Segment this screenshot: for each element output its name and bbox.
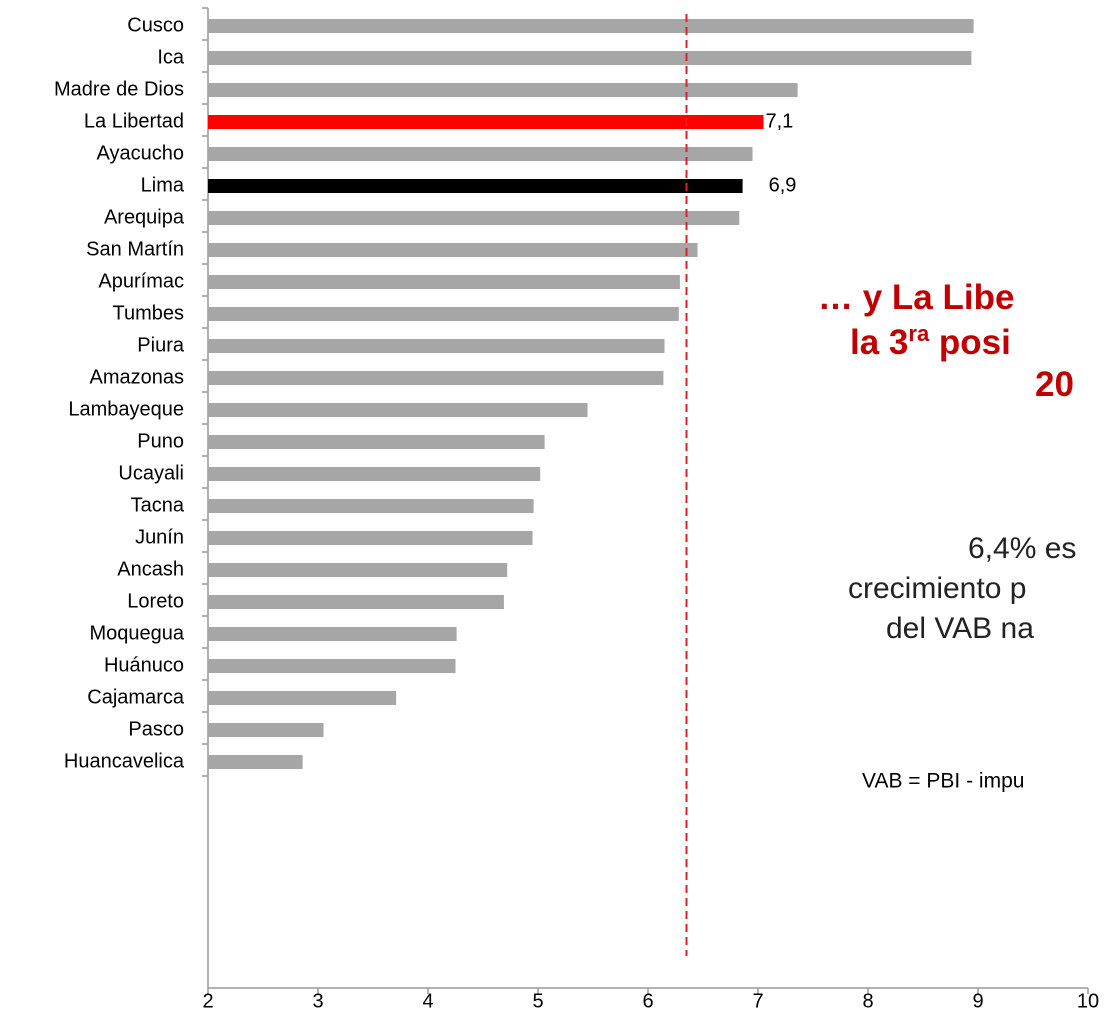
category-label: Lima — [141, 174, 185, 196]
category-label: Arequipa — [104, 206, 185, 228]
x-tick-label: 8 — [862, 990, 873, 1012]
heading-text: 20 — [1035, 365, 1074, 404]
bar — [208, 755, 303, 769]
x-tick-label: 10 — [1077, 990, 1099, 1012]
x-tick-label: 3 — [312, 990, 323, 1012]
x-tick-label: 4 — [422, 990, 433, 1012]
bar — [208, 179, 743, 193]
category-label: Cusco — [127, 14, 184, 36]
x-tick-label: 5 — [532, 990, 543, 1012]
note-text: VAB = PBI - impu — [862, 770, 1024, 793]
bar — [208, 563, 508, 577]
category-label: Junín — [135, 526, 184, 548]
bar — [208, 371, 664, 385]
heading-part: ra — [908, 321, 930, 346]
heading-part: la 3 — [850, 323, 908, 362]
bar — [208, 435, 545, 449]
category-label: San Martín — [86, 238, 184, 260]
bar — [208, 243, 698, 257]
body-text: 6,4% es — [968, 532, 1076, 565]
category-label: Amazonas — [90, 366, 185, 388]
bar — [208, 83, 798, 97]
bar — [208, 499, 534, 513]
category-label: Lambayeque — [68, 398, 184, 420]
bar — [208, 531, 533, 545]
bar — [208, 691, 397, 705]
category-label: Pasco — [128, 718, 184, 740]
heading-part: … y La Libe — [818, 278, 1014, 317]
x-tick-label: 7 — [752, 990, 763, 1012]
category-label: Puno — [137, 430, 184, 452]
category-label: Ayacucho — [97, 142, 184, 164]
x-tick-label: 2 — [202, 990, 213, 1012]
bar — [208, 307, 679, 321]
bar — [208, 659, 456, 673]
bar — [208, 19, 974, 33]
bar — [208, 275, 680, 289]
bar — [208, 51, 972, 65]
category-label: Huancavelica — [64, 750, 185, 772]
bar — [208, 211, 740, 225]
bar — [208, 467, 541, 481]
body-text: crecimiento p — [848, 572, 1026, 605]
value-label: 7,1 — [766, 110, 794, 132]
heading-text: … y La Libe — [818, 278, 1014, 317]
bar — [208, 147, 753, 161]
category-label: Ica — [157, 46, 185, 68]
category-label: Loreto — [127, 590, 184, 612]
heading-text: la 3ra posi — [850, 321, 1011, 362]
category-label: Ancash — [117, 558, 184, 580]
category-label: Cajamarca — [87, 686, 185, 708]
category-label: Piura — [137, 334, 185, 356]
category-label: Ucayali — [118, 462, 184, 484]
heading-part: posi — [929, 323, 1011, 362]
x-tick-label: 9 — [972, 990, 983, 1012]
category-label: Huánuco — [104, 654, 184, 676]
x-tick-label: 6 — [642, 990, 653, 1012]
category-label: Tacna — [131, 494, 185, 516]
value-label: 6,9 — [769, 174, 797, 196]
bar — [208, 403, 588, 417]
category-label: Madre de Dios — [54, 78, 184, 100]
heading-part: 20 — [1035, 365, 1074, 404]
category-label: Apurímac — [98, 270, 184, 292]
category-label: Tumbes — [112, 302, 184, 324]
bar — [208, 115, 764, 129]
bar — [208, 339, 665, 353]
body-text: del VAB na — [886, 612, 1034, 645]
category-label: Moquegua — [89, 622, 184, 644]
bar — [208, 627, 457, 641]
bar — [208, 723, 324, 737]
category-label: La Libertad — [84, 110, 184, 132]
bar — [208, 595, 504, 609]
